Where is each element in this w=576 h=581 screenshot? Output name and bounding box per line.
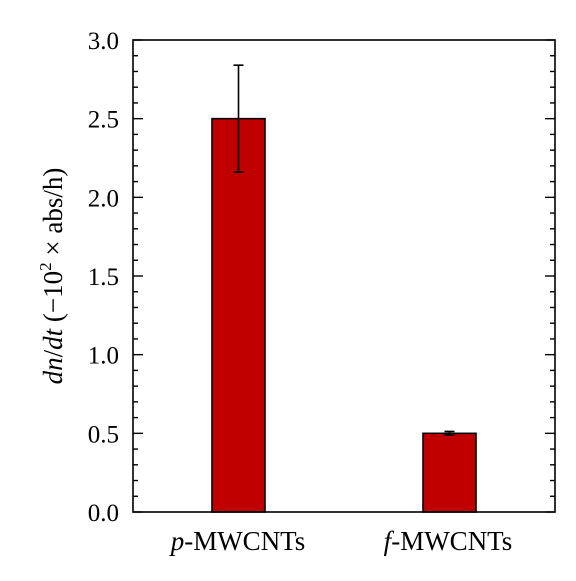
y-tick-label: 3.0 xyxy=(88,28,119,55)
y-tick-label: 1.0 xyxy=(88,343,119,370)
ylabel-rest: × abs/h) xyxy=(38,168,68,263)
ylabel-open: (−10 xyxy=(38,271,68,329)
category-2-prefix: f xyxy=(384,526,395,556)
category-2-name: MWCNTs xyxy=(400,526,512,556)
y-tick-label: 0.5 xyxy=(88,421,119,448)
category-1-name: MWCNTs xyxy=(193,526,305,556)
category-2-separator: - xyxy=(391,526,400,556)
category-1-prefix: p xyxy=(169,526,185,556)
ylabel-exponent: 2 xyxy=(36,262,55,271)
category-label-1: p-MWCNTs xyxy=(169,526,306,556)
axis-ticks xyxy=(133,39,555,513)
bar-2 xyxy=(422,432,477,513)
ylabel-slash: / xyxy=(38,349,68,357)
ylabel-d2: d xyxy=(38,336,68,350)
x-category-labels: p-MWCNTs f-MWCNTs xyxy=(169,526,513,556)
y-tick-labels: 0.0 0.5 1.0 1.5 2.0 2.5 3.0 xyxy=(88,28,119,527)
category-1-separator: - xyxy=(184,526,193,556)
category-label-2: f-MWCNTs xyxy=(384,526,513,556)
y-axis-label: dn/dt (−102 × abs/h) xyxy=(36,168,68,385)
y-tick-label: 1.5 xyxy=(88,264,119,291)
y-tick-label: 2.0 xyxy=(88,185,119,212)
bar-1 xyxy=(211,117,266,513)
ylabel-d1: d xyxy=(38,370,68,384)
error-bars xyxy=(233,64,455,437)
ylabel-n: n xyxy=(38,357,68,371)
plot-frame xyxy=(132,39,556,513)
ylabel-t: t xyxy=(38,327,68,336)
y-tick-label: 2.5 xyxy=(88,107,119,134)
bars xyxy=(211,117,477,513)
y-tick-label: 0.0 xyxy=(88,500,119,527)
